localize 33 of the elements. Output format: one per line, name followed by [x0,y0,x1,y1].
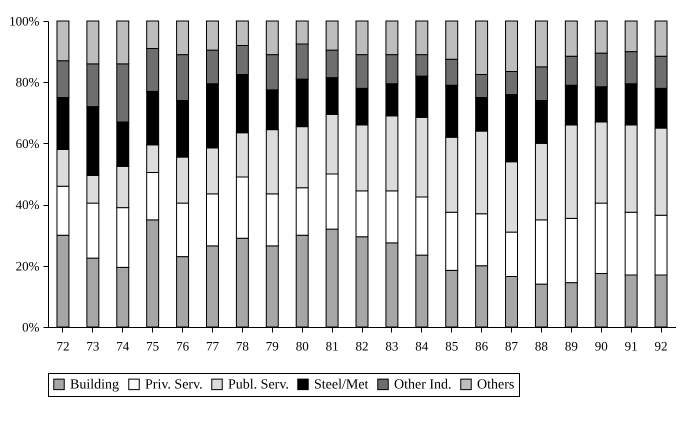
y-tick-label: 60% [16,136,40,151]
x-tick-label: 84 [415,338,429,354]
x-tick-label: 80 [296,338,309,354]
x-tick-label: 72 [56,338,70,354]
x-tick-label: 92 [654,338,668,354]
legend-label: Steel/Met [314,377,369,392]
x-tick-label: 85 [445,338,458,354]
x-tick-label: 87 [505,338,519,354]
x-tick-label: 91 [624,338,638,354]
y-tick-label: 0% [22,320,40,334]
legend-label: Other Ind. [394,377,452,392]
x-tick-label: 82 [356,338,368,354]
x-tick-label: 83 [385,338,398,354]
legend-label: Building [70,377,120,392]
x-tick-label: 78 [236,338,249,354]
x-tick-label: 90 [594,338,608,354]
y-tick-label: 20% [16,258,40,274]
y-tick-label: 40% [16,197,40,212]
x-tick-label: 77 [206,338,220,354]
legend-label: Priv. Serv. [145,377,203,392]
y-tick-label: 80% [16,74,40,90]
x-tick-label: 73 [86,338,100,354]
x-tick-label: 86 [475,338,489,354]
y-tick-label: 100% [9,14,40,28]
x-tick-label: 88 [534,338,548,354]
x-tick-label: 75 [146,338,160,354]
legend-label: Others [477,377,514,392]
x-tick-label: 89 [564,338,578,354]
x-tick-label: 79 [266,338,279,354]
x-tick-label: 74 [116,338,130,354]
x-tick-label: 76 [176,338,190,354]
x-tick-label: 81 [326,338,339,354]
legend-label: Publ. Serv. [228,377,289,392]
